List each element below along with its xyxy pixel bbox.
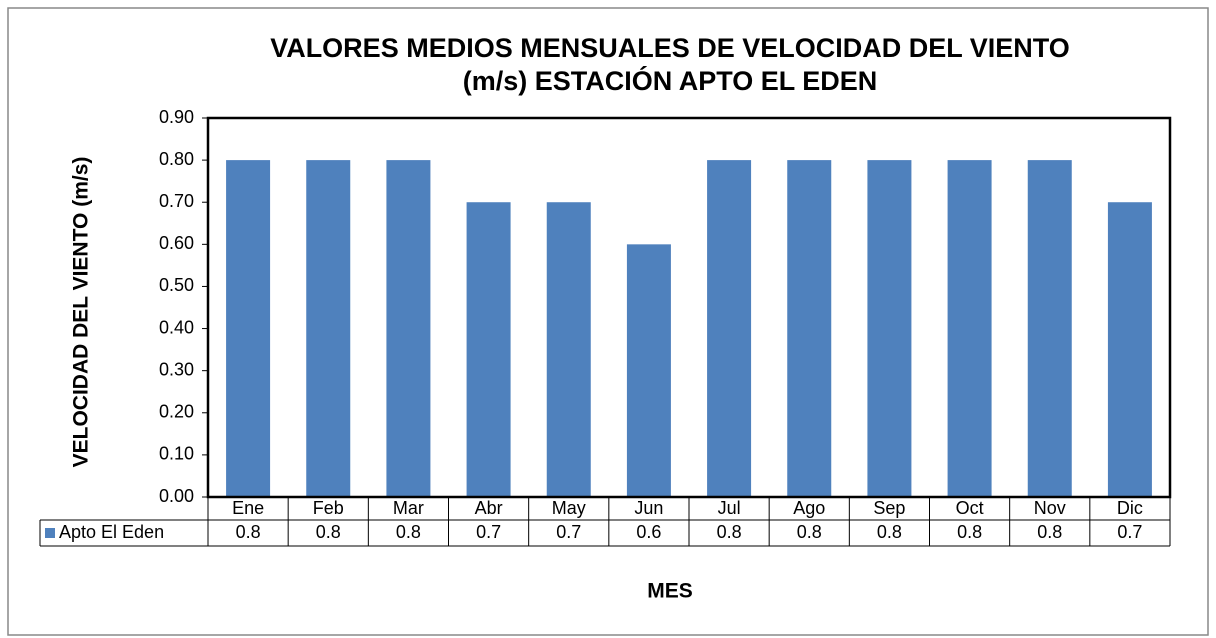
bar	[386, 160, 431, 497]
y-tick-label: 0.90	[159, 107, 194, 127]
bar	[947, 160, 992, 497]
x-tick-label: Jun	[634, 498, 663, 518]
x-tick-label: Ene	[232, 498, 264, 518]
y-tick-label: 0.50	[159, 275, 194, 295]
x-tick-label: Sep	[873, 498, 905, 518]
bar	[546, 202, 591, 497]
data-table-value: 0.8	[1037, 522, 1062, 542]
x-axis-title: MES	[647, 580, 693, 603]
x-tick-label: Dic	[1117, 498, 1143, 518]
x-tick-label: May	[552, 498, 586, 518]
y-tick-label: 0.10	[159, 444, 194, 464]
data-table-value: 0.7	[476, 522, 501, 542]
data-table-value: 0.8	[316, 522, 341, 542]
bar	[226, 160, 271, 497]
y-axis-title: VELOCIDAD DEL VIENTO (m/s)	[70, 157, 93, 468]
x-tick-label: Mar	[393, 498, 424, 518]
bar	[306, 160, 351, 497]
y-tick-label: 0.30	[159, 359, 194, 379]
data-table-value: 0.8	[236, 522, 261, 542]
y-tick-label: 0.00	[159, 486, 194, 506]
x-tick-label: Abr	[475, 498, 503, 518]
legend-swatch	[45, 528, 55, 538]
bar	[466, 202, 511, 497]
y-tick-label: 0.20	[159, 402, 194, 422]
data-table-value: 0.6	[636, 522, 661, 542]
chart-subtitle: (m/s) ESTACIÓN APTO EL EDEN	[463, 65, 878, 96]
bar	[1107, 202, 1152, 497]
x-tick-label: Jul	[718, 498, 741, 518]
data-table-value: 0.8	[877, 522, 902, 542]
bar	[707, 160, 752, 497]
legend-label: Apto El Eden	[59, 522, 164, 542]
y-tick-label: 0.60	[159, 233, 194, 253]
bar	[626, 244, 671, 497]
bar	[867, 160, 912, 497]
data-table-value: 0.8	[797, 522, 822, 542]
data-table-value: 0.7	[1117, 522, 1142, 542]
y-tick-label: 0.70	[159, 191, 194, 211]
bar	[787, 160, 832, 497]
x-tick-label: Feb	[313, 498, 344, 518]
data-table-value: 0.8	[717, 522, 742, 542]
data-table-value: 0.8	[957, 522, 982, 542]
y-tick-label: 0.40	[159, 317, 194, 337]
data-table-value: 0.7	[556, 522, 581, 542]
x-tick-label: Nov	[1034, 498, 1066, 518]
x-tick-label: Ago	[793, 498, 825, 518]
chart-title: VALORES MEDIOS MENSUALES DE VELOCIDAD DE…	[270, 33, 1070, 63]
y-tick-label: 0.80	[159, 149, 194, 169]
bar	[1027, 160, 1072, 497]
x-tick-label: Oct	[956, 498, 984, 518]
data-table-value: 0.8	[396, 522, 421, 542]
